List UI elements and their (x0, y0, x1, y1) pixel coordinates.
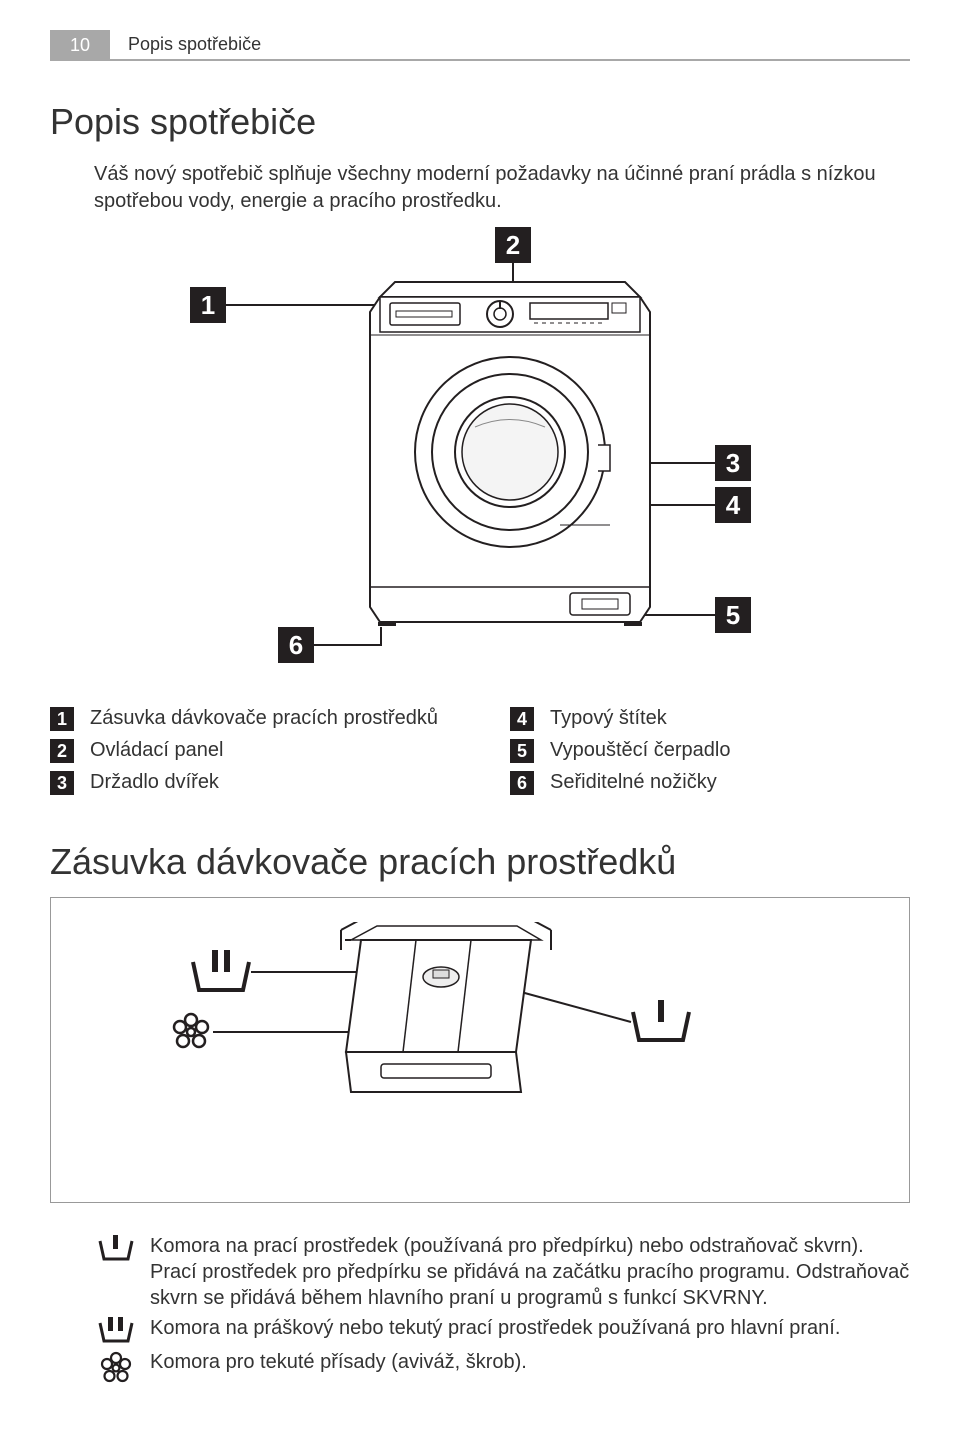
legend-text: Ovládací panel (90, 737, 223, 763)
page-title: Popis spotřebiče (50, 101, 910, 143)
compartment-item: Komora pro tekuté přísady (aviváž, škrob… (94, 1349, 910, 1385)
callout-5: 5 (715, 597, 751, 633)
page-number: 10 (50, 30, 110, 61)
legend-number: 4 (510, 707, 534, 731)
section-detergent-title: Zásuvka dávkovače pracích prostředků (50, 841, 910, 883)
legend-text: Zásuvka dávkovače pracích prostředků (90, 705, 438, 731)
compartment-text: Komora pro tekuté přísady (aviváž, škrob… (150, 1349, 527, 1375)
legend-right-column: 4 Typový štítek 5 Vypouštěcí čerpadlo 6 … (510, 705, 910, 801)
legend-number: 3 (50, 771, 74, 795)
legend-item: 6 Seřiditelné nožičky (510, 769, 910, 795)
appliance-diagram: 2 1 3 4 5 6 (50, 227, 910, 697)
legend-number: 6 (510, 771, 534, 795)
washing-machine-icon (360, 257, 660, 627)
page-header: 10 Popis spotřebiče (50, 30, 910, 61)
drawer-icon (91, 922, 791, 1172)
compartment-list: Komora na prací prostředek (používaná pr… (94, 1233, 910, 1385)
mainwash-tub-icon (94, 1315, 138, 1345)
callout-6: 6 (278, 627, 314, 663)
compartment-item: Komora na prací prostředek (používaná pr… (94, 1233, 910, 1311)
callout-4: 4 (715, 487, 751, 523)
legend-item: 1 Zásuvka dávkovače pracích prostředků (50, 705, 450, 731)
legend-item: 3 Držadlo dvířek (50, 769, 450, 795)
legend-item: 5 Vypouštěcí čerpadlo (510, 737, 910, 763)
callout-1: 1 (190, 287, 226, 323)
legend-text: Vypouštěcí čerpadlo (550, 737, 730, 763)
compartment-text: Komora na práškový nebo tekutý prací pro… (150, 1315, 840, 1341)
legend-text: Typový štítek (550, 705, 667, 731)
detergent-drawer-diagram (50, 897, 910, 1203)
legend-text: Držadlo dvířek (90, 769, 219, 795)
legend-left-column: 1 Zásuvka dávkovače pracích prostředků 2… (50, 705, 450, 801)
callout-legend: 1 Zásuvka dávkovače pracích prostředků 2… (50, 705, 910, 801)
intro-paragraph: Váš nový spotřebič splňuje všechny moder… (94, 161, 910, 215)
legend-item: 4 Typový štítek (510, 705, 910, 731)
prewash-tub-icon (94, 1233, 138, 1263)
leader-6 (314, 644, 380, 646)
compartment-item: Komora na práškový nebo tekutý prací pro… (94, 1315, 910, 1345)
legend-item: 2 Ovládací panel (50, 737, 450, 763)
legend-number: 2 (50, 739, 74, 763)
legend-number: 5 (510, 739, 534, 763)
legend-text: Seřiditelné nožičky (550, 769, 717, 795)
header-title: Popis spotřebiče (110, 30, 910, 61)
callout-3: 3 (715, 445, 751, 481)
compartment-text: Komora na prací prostředek (používaná pr… (150, 1233, 910, 1311)
leader-6b (380, 627, 382, 646)
softener-flower-icon (94, 1349, 138, 1385)
legend-number: 1 (50, 707, 74, 731)
